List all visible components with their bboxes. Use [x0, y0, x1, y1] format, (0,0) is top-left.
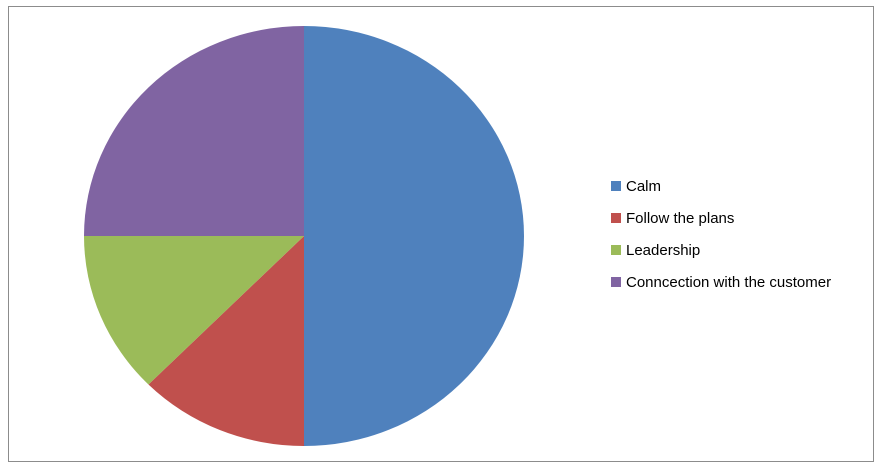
legend-item-calm: Calm [611, 176, 831, 196]
legend-item-follow-the-plans: Follow the plans [611, 208, 831, 228]
pie-slice-conncection-with-the-customer [84, 26, 304, 236]
legend-label-follow-the-plans: Follow the plans [626, 209, 735, 227]
legend-swatch-calm [611, 181, 621, 191]
legend: Calm Follow the plans Leadership Conncec… [611, 176, 831, 292]
legend-swatch-connection-with-customer [611, 277, 621, 287]
pie-slice-follow-the-plans [148, 236, 304, 446]
legend-swatch-follow-the-plans [611, 213, 621, 223]
pie-slice-calm [304, 26, 524, 446]
legend-label-leadership: Leadership [626, 241, 701, 259]
legend-item-connection-with-customer: Conncection with the customer [611, 272, 831, 292]
legend-label-calm: Calm [626, 177, 662, 195]
pie-slice-leadership [84, 236, 304, 385]
legend-item-leadership: Leadership [611, 240, 831, 260]
legend-swatch-leadership [611, 245, 621, 255]
legend-label-connection-with-customer: Conncection with the customer [626, 273, 832, 291]
